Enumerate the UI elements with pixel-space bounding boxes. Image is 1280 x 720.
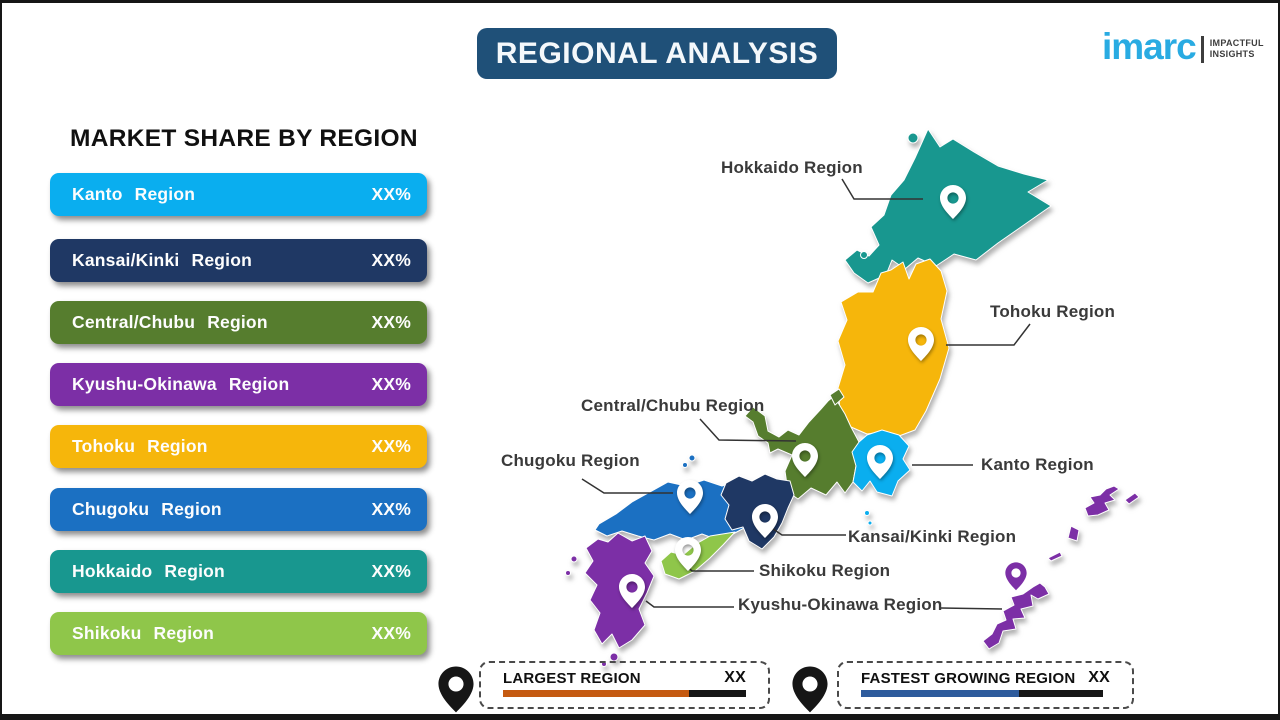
fastest-region-value: XX <box>1088 669 1110 686</box>
fastest-region-pin-icon <box>792 666 828 713</box>
connector-kyushu-right <box>940 607 1003 610</box>
japan-map <box>438 128 1140 713</box>
share-bar-label: Central/Chubu Region <box>72 312 268 332</box>
islet-iki <box>570 555 578 563</box>
fastest-region-bar-black-seg <box>1019 690 1103 697</box>
logo-tagline: IMPACTFUL INSIGHTS <box>1210 38 1264 60</box>
fastest-region-bar <box>861 690 1110 697</box>
islet-izu-2 <box>867 520 873 526</box>
fastest-region-legend: FASTEST GROWING REGION XX <box>837 661 1134 709</box>
largest-region-bar-black-seg <box>689 690 746 697</box>
islet-amami-dash <box>1124 492 1140 505</box>
okinawa-pin-icon <box>1005 562 1027 591</box>
kansai-pin-icon <box>752 504 778 538</box>
largest-region-pin-icon <box>438 666 474 713</box>
share-bar-label: Kansai/Kinki Region <box>72 250 252 270</box>
connector-kyushu-left <box>645 600 734 608</box>
islet-kyushu-south-1 <box>609 652 619 662</box>
region-okinawa-shape <box>982 582 1050 650</box>
share-bar-label: Chugoku Region <box>72 499 222 519</box>
share-bar-value: XX% <box>371 374 411 394</box>
imarc-logo: imarc IMPACTFUL INSIGHTS <box>1102 25 1264 69</box>
share-bar-kanto: Kanto Region XX% <box>50 173 427 216</box>
kyushu-pin-icon <box>619 574 645 608</box>
connector-chugoku <box>581 478 673 494</box>
largest-region-label: LARGEST REGION <box>503 669 641 687</box>
islet-izu-1 <box>864 510 870 516</box>
share-bar-value: XX% <box>371 499 411 519</box>
islet-okushiri <box>860 251 868 259</box>
page-title: REGIONAL ANALYSIS <box>477 28 837 79</box>
region-tohoku-shape <box>837 258 950 437</box>
map-label-kyushu: Kyushu-Okinawa Region <box>738 595 943 614</box>
market-share-heading: MARKET SHARE BY REGION <box>70 125 418 152</box>
islet-oki-2 <box>682 462 688 468</box>
largest-region-bar-color-seg <box>503 690 690 697</box>
share-bar-kansai: Kansai/Kinki Region XX% <box>50 239 427 282</box>
share-bar-label: Kyushu-Okinawa Region <box>72 374 290 394</box>
share-bar-value: XX% <box>371 250 411 270</box>
chubu-pin-icon <box>792 443 818 477</box>
imarc-brand-text: imarc <box>1102 26 1197 67</box>
logo-tagline-line2: INSIGHTS <box>1209 49 1255 59</box>
largest-region-value: XX <box>724 669 746 686</box>
largest-region-legend: LARGEST REGION XX <box>479 661 770 709</box>
hokkaido-pin-icon <box>940 185 966 219</box>
share-bar-chugoku: Chugoku Region XX% <box>50 488 427 531</box>
share-bar-shikoku: Shikoku Region XX% <box>50 612 427 655</box>
islet-sado <box>829 388 845 406</box>
region-kanto-shape <box>851 429 911 497</box>
tohoku-pin-icon <box>908 327 934 361</box>
share-bar-label: Shikoku Region <box>72 623 215 643</box>
islet-tsushima <box>565 570 571 576</box>
largest-region-bar <box>503 690 746 697</box>
map-label-hokkaido: Hokkaido Region <box>721 158 863 177</box>
map-label-chugoku: Chugoku Region <box>501 451 640 470</box>
map-label-kansai: Kansai/Kinki Region <box>848 527 1017 546</box>
connector-chubu <box>699 418 797 442</box>
share-bar-value: XX% <box>371 184 411 204</box>
connector-kansai <box>772 528 846 536</box>
share-bar-kyushu: Kyushu-Okinawa Region XX% <box>50 363 427 406</box>
map-label-tohoku: Tohoku Region <box>990 302 1116 321</box>
fastest-region-label: FASTEST GROWING REGION <box>861 669 1076 687</box>
share-bar-value: XX% <box>371 436 411 456</box>
share-bar-value: XX% <box>371 561 411 581</box>
share-bar-value: XX% <box>371 623 411 643</box>
logo-divider <box>1200 35 1204 63</box>
region-kyushu-shape <box>584 532 655 649</box>
islet-tokunoshima <box>1067 525 1080 542</box>
shikoku-pin-icon <box>675 537 701 571</box>
connector-hokkaido <box>841 178 923 200</box>
share-bar-label: Kanto Region <box>72 184 196 204</box>
connector-tohoku <box>946 323 1031 346</box>
map-label-shikoku: Shikoku Region <box>759 561 891 580</box>
map-label-kanto: Kanto Region <box>981 455 1094 474</box>
share-bar-label: Tohoku Region <box>72 436 208 456</box>
islet-oki-1 <box>688 454 696 462</box>
islet-rishiri <box>907 132 919 144</box>
fastest-region-bar-color-seg <box>861 690 1019 697</box>
share-bar-value: XX% <box>371 312 411 332</box>
islet-amami <box>1084 485 1120 517</box>
share-bar-chubu: Central/Chubu Region XX% <box>50 301 427 344</box>
share-bar-label: Hokkaido Region <box>72 561 225 581</box>
islet-okinoerabu <box>1047 551 1063 562</box>
map-label-chubu: Central/Chubu Region <box>581 396 765 415</box>
chugoku-pin-icon <box>677 480 703 514</box>
share-bar-tohoku: Tohoku Region XX% <box>50 425 427 468</box>
share-bar-hokkaido: Hokkaido Region XX% <box>50 550 427 593</box>
logo-tagline-line1: IMPACTFUL <box>1209 38 1264 48</box>
kanto-pin-icon <box>867 445 893 479</box>
